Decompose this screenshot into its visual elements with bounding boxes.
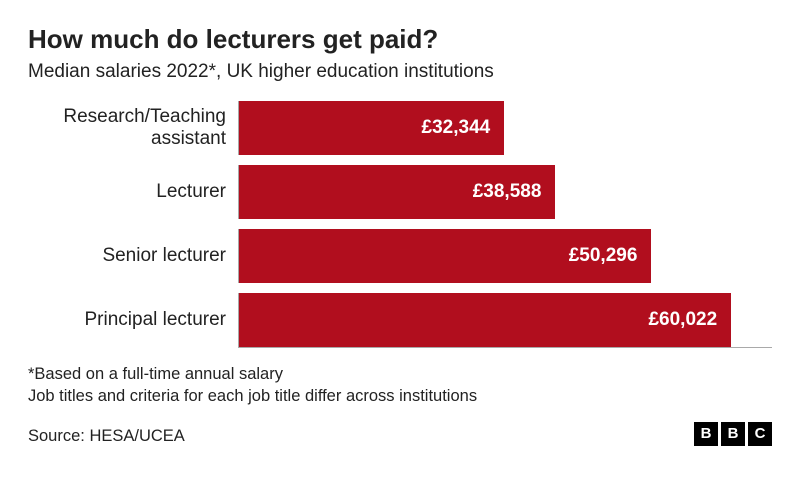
bar-label: Principal lecturer: [28, 293, 238, 347]
bar-value: £38,588: [473, 181, 542, 203]
bar-label-line: Senior lecturer: [28, 245, 226, 267]
footnote: Job titles and criteria for each job tit…: [28, 385, 772, 407]
bar-track: £60,022: [238, 293, 772, 347]
bar: £38,588: [239, 165, 555, 219]
bar-label-line: Lecturer: [28, 181, 226, 203]
bar-label-line: Principal lecturer: [28, 309, 226, 331]
footnotes: *Based on a full-time annual salary Job …: [28, 363, 772, 408]
bar-row: Lecturer £38,588: [28, 165, 772, 219]
bar-value: £32,344: [422, 117, 491, 139]
bar-track: £50,296: [238, 229, 772, 283]
bar-track: £32,344: [238, 101, 772, 155]
x-axis-line: [238, 347, 772, 348]
bar-track: £38,588: [238, 165, 772, 219]
footer: Source: HESA/UCEA B B C: [28, 422, 772, 446]
bar-label: Research/Teaching assistant: [28, 101, 238, 155]
footnote: *Based on a full-time annual salary: [28, 363, 772, 385]
bar-row: Senior lecturer £50,296: [28, 229, 772, 283]
chart-subtitle: Median salaries 2022*, UK higher educati…: [28, 61, 772, 83]
bar-label: Senior lecturer: [28, 229, 238, 283]
logo-letter: B: [721, 422, 745, 446]
bar-label-line: assistant: [28, 128, 226, 150]
chart-container: How much do lecturers get paid? Median s…: [0, 0, 800, 500]
bars-area: Research/Teaching assistant £32,344 Lect…: [28, 101, 772, 347]
bar: £60,022: [239, 293, 731, 347]
bar: £32,344: [239, 101, 504, 155]
bar-row: Principal lecturer £60,022: [28, 293, 772, 347]
logo-letter: C: [748, 422, 772, 446]
chart-title: How much do lecturers get paid?: [28, 24, 772, 55]
bar-label-line: Research/Teaching: [28, 106, 226, 128]
bar-label: Lecturer: [28, 165, 238, 219]
bar-value: £60,022: [648, 309, 717, 331]
bar-value: £50,296: [569, 245, 638, 267]
logo-letter: B: [694, 422, 718, 446]
bar-row: Research/Teaching assistant £32,344: [28, 101, 772, 155]
bar: £50,296: [239, 229, 651, 283]
bbc-logo: B B C: [694, 422, 772, 446]
source-text: Source: HESA/UCEA: [28, 427, 185, 446]
